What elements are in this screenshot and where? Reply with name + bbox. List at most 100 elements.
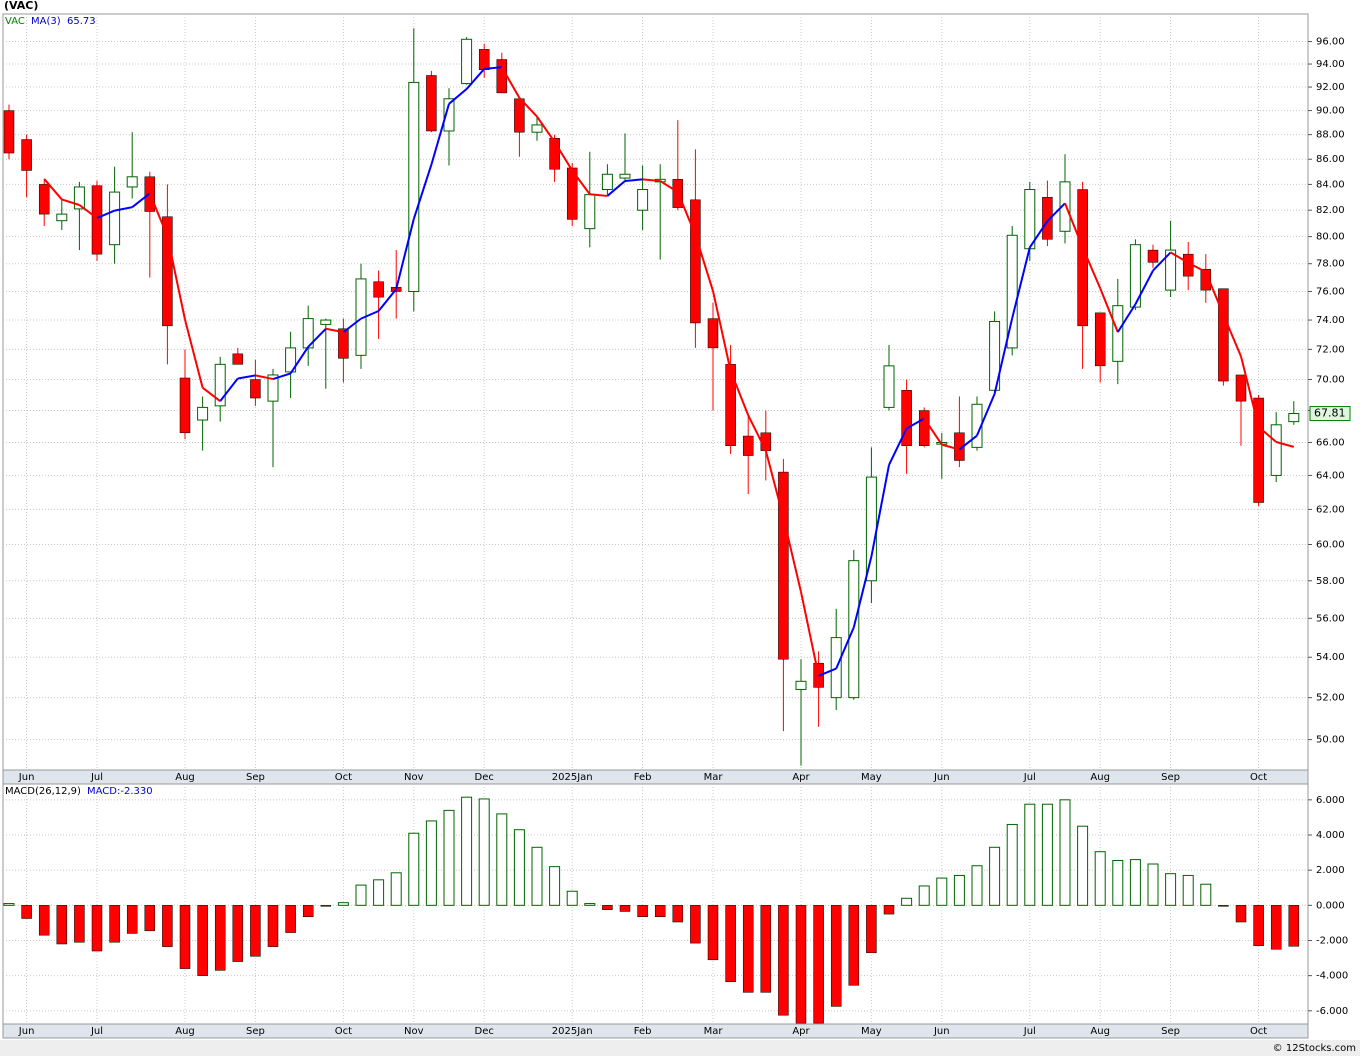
macd-bar xyxy=(637,905,648,917)
macd-bar xyxy=(496,813,508,906)
y-tick-label: 86.00 xyxy=(1316,154,1345,165)
candle-body xyxy=(601,173,613,191)
candle-body xyxy=(549,138,560,170)
x-tick-label: Feb xyxy=(634,1026,652,1037)
candle-body xyxy=(1218,288,1229,382)
macd-bar xyxy=(1059,799,1071,906)
y-tick-label: -4.000 xyxy=(1316,971,1348,982)
candle-body xyxy=(531,124,543,133)
ma-segment xyxy=(1046,202,1066,222)
candle-body xyxy=(1288,413,1300,423)
macd-bar xyxy=(918,885,930,906)
x-tick-label: Oct xyxy=(335,772,352,783)
ma-segment xyxy=(536,115,556,143)
candle-body xyxy=(918,410,930,446)
ma-segment xyxy=(1081,246,1102,289)
x-tick-label: Mar xyxy=(704,772,724,783)
y-tick-label: 60.00 xyxy=(1316,539,1345,550)
candle-body xyxy=(320,319,332,325)
ma-segment xyxy=(395,218,415,290)
x-tick-label: Mar xyxy=(704,1026,724,1037)
x-tick-label: Dec xyxy=(475,1026,494,1037)
x-tick-label: Sep xyxy=(246,772,265,783)
ma-segment xyxy=(553,141,574,172)
y-tick-label: 90.00 xyxy=(1316,106,1345,117)
ma-segment xyxy=(1240,356,1260,428)
candle-body xyxy=(373,281,384,298)
ma-segment xyxy=(342,317,362,333)
ma-segment xyxy=(360,310,379,320)
macd-bar xyxy=(1094,851,1106,906)
candle-body xyxy=(1059,181,1071,232)
macd-bar xyxy=(971,865,983,906)
macd-bar xyxy=(126,905,138,934)
y-tick-label: 66.00 xyxy=(1316,437,1345,448)
y-tick-label: 76.00 xyxy=(1316,287,1345,298)
x-tick-label: Sep xyxy=(1161,1026,1180,1037)
macd-bar xyxy=(478,798,490,906)
ma-segment xyxy=(906,417,925,430)
macd-bar xyxy=(778,905,789,1016)
candle-body xyxy=(1200,268,1212,291)
candle-body xyxy=(1147,249,1159,263)
macd-bar xyxy=(619,905,631,912)
macd-bar xyxy=(654,905,666,917)
candle-body xyxy=(197,406,209,421)
ma-segment xyxy=(1275,441,1295,448)
y-tick-label: 82.00 xyxy=(1316,205,1345,216)
macd-bar xyxy=(1182,874,1194,906)
chart-title: (VAC) xyxy=(4,0,38,12)
ma-segment xyxy=(166,236,186,320)
ma-segment xyxy=(448,88,468,105)
ma-segment xyxy=(782,517,802,593)
macd-bar xyxy=(513,829,525,906)
ma-segment xyxy=(1152,251,1172,272)
y-tick-label: 94.00 xyxy=(1316,59,1345,70)
ma-segment xyxy=(870,464,890,557)
candle-body xyxy=(461,38,473,85)
y-tick-label: 84.00 xyxy=(1316,179,1345,190)
macd-bar xyxy=(813,905,824,1024)
legend-entry: VAC xyxy=(5,16,25,27)
candle-body xyxy=(73,186,85,210)
macd-bar xyxy=(425,820,437,906)
ma-segment xyxy=(1116,303,1137,333)
ma-segment xyxy=(818,667,837,677)
y-tick-label: 6.000 xyxy=(1316,795,1345,806)
ma-segment xyxy=(712,290,732,372)
ma-segment xyxy=(835,626,855,669)
ma-segment xyxy=(1064,202,1084,248)
ma-segment xyxy=(729,370,750,416)
candle-body xyxy=(1253,397,1264,503)
x-tick-label: Nov xyxy=(404,1026,424,1037)
macd-bar xyxy=(760,905,772,993)
candle-body xyxy=(214,363,226,407)
candle-body xyxy=(795,680,807,690)
candle-body xyxy=(883,365,895,408)
macd-bar xyxy=(1112,859,1124,906)
x-axis-band xyxy=(2,769,1309,785)
candle-body xyxy=(707,318,719,349)
candle-body xyxy=(901,390,912,446)
y-tick-label: 56.00 xyxy=(1316,613,1345,624)
ma-segment xyxy=(852,556,873,628)
y-tick-label: -6.000 xyxy=(1316,1006,1348,1017)
candle-body xyxy=(514,98,525,133)
macd-bar xyxy=(443,809,455,906)
macd-bar xyxy=(1077,825,1089,906)
ma-segment xyxy=(96,209,115,219)
candle-body xyxy=(1042,196,1053,240)
y-tick-label: 74.00 xyxy=(1316,315,1345,326)
macd-bar xyxy=(1041,803,1053,906)
ma-segment xyxy=(465,68,485,90)
macd-bar xyxy=(690,905,701,944)
ma-segment xyxy=(325,327,344,334)
ma-segment xyxy=(184,319,204,388)
macd-bar xyxy=(795,905,807,1024)
x-tick-label: Jun xyxy=(18,1026,35,1037)
macd-bar xyxy=(408,832,420,906)
x-tick-label: Aug xyxy=(175,1026,195,1037)
ma-segment xyxy=(131,192,151,208)
ma-segment xyxy=(624,178,643,182)
